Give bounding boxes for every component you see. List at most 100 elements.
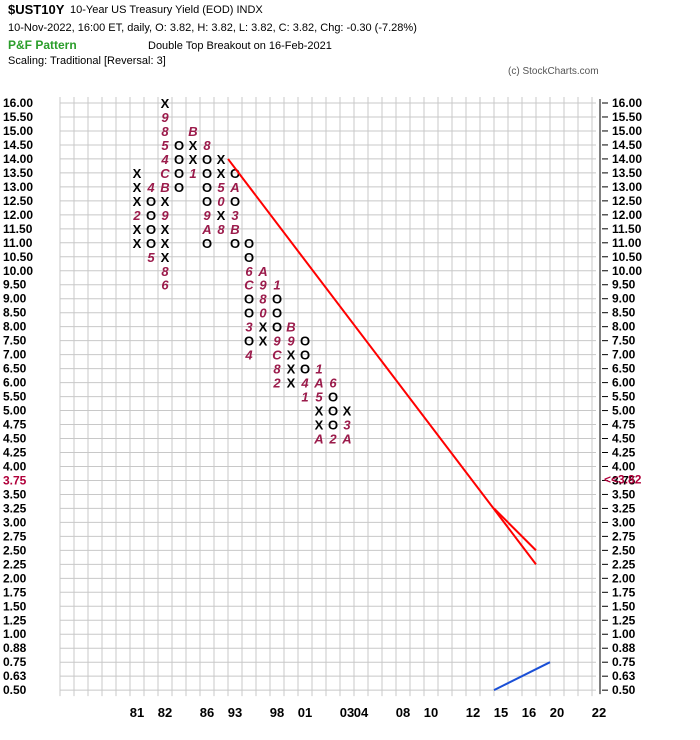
x-tick-label: 10 bbox=[424, 705, 438, 720]
y-tick-label-right: 0.50 bbox=[612, 683, 636, 697]
o-mark: O bbox=[272, 306, 282, 321]
x-mark: X bbox=[133, 236, 142, 251]
y-tick-label-right: 2.00 bbox=[612, 571, 636, 585]
y-tick-label-right: 8.50 bbox=[612, 306, 636, 320]
y-tick-label-left: 13.50 bbox=[3, 166, 33, 180]
x-mark: X bbox=[189, 152, 198, 167]
o-mark: O bbox=[272, 320, 282, 335]
x-tick-label: 81 bbox=[130, 705, 144, 720]
month-mark: A bbox=[341, 432, 351, 447]
month-mark: B bbox=[286, 320, 295, 335]
x-mark: X bbox=[287, 376, 296, 391]
x-mark: X bbox=[161, 250, 170, 265]
month-mark: 1 bbox=[301, 390, 308, 405]
x-tick-label: 82 bbox=[158, 705, 172, 720]
y-tick-label-left: 7.00 bbox=[3, 348, 27, 362]
symbol-title: $UST10Y bbox=[8, 2, 65, 17]
y-tick-label-right: 14.00 bbox=[612, 152, 642, 166]
y-tick-label-right: 4.00 bbox=[612, 459, 636, 473]
o-mark: O bbox=[174, 180, 184, 195]
y-tick-label-left: 10.50 bbox=[3, 250, 33, 264]
month-mark: 3 bbox=[245, 320, 253, 335]
pattern-label: P&F Pattern bbox=[8, 38, 77, 52]
month-mark: 6 bbox=[161, 278, 169, 293]
y-tick-label-right: 5.00 bbox=[612, 404, 636, 418]
o-mark: O bbox=[328, 404, 338, 419]
month-mark: 2 bbox=[328, 432, 337, 447]
x-mark: X bbox=[259, 334, 268, 349]
month-mark: 8 bbox=[259, 292, 267, 307]
y-tick-label-right: 3.00 bbox=[612, 515, 636, 529]
x-mark: X bbox=[315, 418, 324, 433]
month-mark: B bbox=[230, 222, 239, 237]
y-tick-label-left: 1.75 bbox=[3, 585, 27, 599]
x-mark: X bbox=[287, 348, 296, 363]
o-mark: O bbox=[230, 194, 240, 209]
o-mark: O bbox=[244, 250, 254, 265]
y-tick-label-left: 2.75 bbox=[3, 529, 27, 543]
y-tick-label-right: 11.00 bbox=[612, 236, 642, 250]
x-mark: X bbox=[161, 236, 170, 251]
y-tick-label-left: 9.50 bbox=[3, 278, 27, 292]
y-tick-label-right: 10.00 bbox=[612, 264, 642, 278]
y-tick-label-right: 9.50 bbox=[612, 278, 636, 292]
month-mark: B bbox=[160, 180, 169, 195]
o-mark: O bbox=[230, 166, 240, 181]
y-tick-label-right: 3.75 bbox=[612, 473, 636, 487]
y-tick-label-right: 5.50 bbox=[612, 390, 636, 404]
y-tick-label-right: 12.00 bbox=[612, 208, 642, 222]
month-mark: A bbox=[313, 376, 323, 391]
y-tick-label-left: 13.00 bbox=[3, 180, 33, 194]
o-mark: O bbox=[174, 166, 184, 181]
y-tick-label-left: 0.88 bbox=[3, 641, 27, 655]
o-mark: O bbox=[146, 194, 156, 209]
y-tick-label-right: 9.00 bbox=[612, 292, 636, 306]
month-mark: 2 bbox=[132, 208, 141, 223]
month-mark: 4 bbox=[146, 180, 155, 195]
y-tick-label-left: 1.25 bbox=[3, 613, 27, 627]
symbol-description: 10-Year US Treasury Yield (EOD) INDX bbox=[70, 4, 263, 16]
x-mark: X bbox=[133, 194, 142, 209]
x-mark: X bbox=[315, 404, 324, 419]
y-tick-label-left: 15.50 bbox=[3, 110, 33, 124]
y-tick-label-left: 5.50 bbox=[3, 390, 27, 404]
o-mark: O bbox=[146, 208, 156, 223]
y-tick-label-left: 6.50 bbox=[3, 362, 27, 376]
y-tick-label-right: 8.00 bbox=[612, 320, 636, 334]
month-mark: 5 bbox=[147, 250, 155, 265]
month-mark: 1 bbox=[315, 362, 322, 377]
x-mark: X bbox=[217, 152, 226, 167]
y-tick-label-left: 4.75 bbox=[3, 418, 27, 432]
y-tick-label-right: 6.50 bbox=[612, 362, 636, 376]
credit-text: (c) StockCharts.com bbox=[508, 66, 599, 77]
x-mark: X bbox=[343, 404, 352, 419]
o-mark: O bbox=[300, 334, 310, 349]
month-mark: 8 bbox=[161, 264, 169, 279]
month-mark: A bbox=[257, 264, 267, 279]
o-mark: O bbox=[328, 390, 338, 405]
month-mark: 4 bbox=[244, 348, 253, 363]
month-mark: B bbox=[188, 124, 197, 139]
o-mark: O bbox=[244, 306, 254, 321]
y-tick-label-left: 0.75 bbox=[3, 655, 27, 669]
y-tick-label-left: 7.50 bbox=[3, 334, 27, 348]
x-tick-label: 22 bbox=[592, 705, 606, 720]
y-tick-label-right: 4.50 bbox=[612, 432, 636, 446]
y-tick-label-right: 7.00 bbox=[612, 348, 636, 362]
x-mark: X bbox=[133, 180, 142, 195]
x-tick-label: 01 bbox=[298, 705, 312, 720]
month-mark: 9 bbox=[203, 208, 211, 223]
o-mark: O bbox=[146, 236, 156, 251]
pattern-text: Double Top Breakout on 16-Feb-2021 bbox=[148, 40, 332, 52]
y-tick-label-right: 2.75 bbox=[612, 529, 636, 543]
y-tick-label-right: 3.50 bbox=[612, 487, 636, 501]
y-tick-label-right: 14.50 bbox=[612, 138, 642, 152]
x-tick-label: 20 bbox=[550, 705, 564, 720]
month-mark: A bbox=[313, 432, 323, 447]
month-mark: 4 bbox=[160, 152, 169, 167]
y-tick-label-left: 1.00 bbox=[3, 627, 27, 641]
month-mark: 5 bbox=[217, 180, 225, 195]
o-mark: O bbox=[300, 348, 310, 363]
y-tick-label-right: 4.25 bbox=[612, 446, 636, 460]
